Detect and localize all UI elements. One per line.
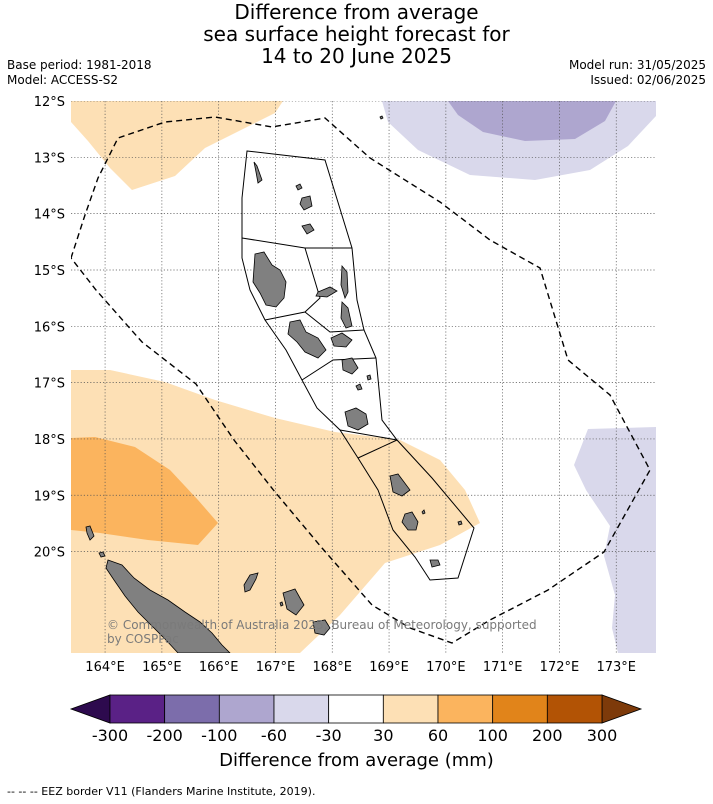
colorbar-label: Difference from average (mm) [219,750,494,771]
eez-border-line [71,116,651,644]
futuna-island [457,520,463,526]
ambae-island [315,286,338,298]
lon-label: 166°E [199,660,239,675]
colorbar-tick-label: -60 [261,726,287,745]
aneityum-island [429,559,441,568]
colorbar-tick-label: 60 [428,726,448,745]
anomaly-strong-positive-southwest-region [71,437,218,545]
longitude-labels: 164°E 165°E 166°E 167°E 168°E 169°E 170°E 171°E… [85,660,636,675]
lat-label: 12°S [34,95,65,110]
colorbar-tick-label: -30 [316,726,342,745]
anomaly-strong-negative-northeast-region [448,101,616,141]
lon-label: 169°E [369,660,409,675]
eez-border-footnote: -- -- -- EEZ border V11 (Flanders Marine… [7,785,316,798]
lat-label: 20°S [34,546,65,561]
ouvea-island [243,572,259,593]
lifou-island [282,588,305,616]
mare-island [312,619,331,636]
lat-label: 16°S [34,320,65,335]
latitude-labels: 12°S 13°S 14°S 15°S 16°S 17°S 18°S 19°S 20°S [34,95,65,561]
anomaly-positive-north-region [71,101,283,190]
graticule [71,101,656,653]
meta-right: Model run: 31/05/2025 Issued: 02/06/2025 [569,58,706,88]
colorbar-tick-label: -200 [147,726,183,745]
lat-label: 19°S [34,489,65,504]
colorbar-swatch [437,694,494,724]
model-run-text: Model run: 31/05/2025 [568,58,706,72]
espiritu-santo-island [252,251,287,308]
torres-islands [253,161,263,184]
banks-island-vanua-lava [299,195,313,211]
issued-text: Issued: 02/06/2025 [590,73,706,87]
colorbar-tick-label: -300 [92,726,128,745]
province-boundaries [241,150,475,581]
tanna-island [401,511,419,531]
new-caledonia-grande-terre [105,559,231,653]
colorbar-under-arrow [69,694,111,724]
colorbar-swatch [546,694,603,724]
base-period-text: Base period: 1981-2018 [7,58,152,72]
colorbar-over-arrow [601,694,643,724]
new-caledonia-northwest-islet [98,551,106,558]
colorbar-swatch [328,694,384,724]
lon-label: 168°E [312,660,352,675]
pentecost-island [340,301,353,329]
tiga-island [279,601,284,607]
lat-label: 14°S [34,208,65,223]
banks-island-gaua [301,223,315,235]
emae-island [366,374,372,381]
colorbar: -300 -200 -100 -60 -30 30 60 100 200 300 [69,694,643,745]
model-text: Model: ACCESS-S2 [7,73,119,87]
epi-island [341,357,359,375]
anomaly-negative-east-region [574,427,656,653]
lon-label: 171°E [483,660,523,675]
lon-label: 173°E [596,660,636,675]
lat-label: 13°S [34,151,65,166]
small-islet-north [379,115,384,120]
lat-label: 18°S [34,433,65,448]
maewo-island [340,264,349,300]
efate-island [344,407,369,431]
lon-label: 165°E [142,660,182,675]
lon-label: 164°E [85,660,125,675]
aniwa-island [421,509,426,515]
colorbar-swatch [109,694,166,724]
malekula-island [287,319,327,359]
shepherd-islands [355,383,363,391]
colorbar-swatch [273,694,330,724]
colorbar-tick-label: -100 [201,726,237,745]
colorbar-swatch [492,694,548,724]
lon-label: 167°E [256,660,296,675]
colorbar-tick-label: 200 [532,726,563,745]
colorbar-swatch [164,694,220,724]
map-plot-area: © Commonwealth of Australia 2025, Bureau… [71,101,656,653]
map-title-line-2: sea surface height forecast for [203,22,510,46]
ambrym-island [330,332,353,348]
lon-label: 170°E [426,660,466,675]
map-title-line-3: 14 to 20 June 2025 [261,44,452,68]
colorbar-swatch [218,694,275,724]
land-masses [85,115,463,653]
colorbar-tick-label: 100 [477,726,508,745]
lat-label: 17°S [34,377,65,392]
lon-label: 172°E [540,660,580,675]
colorbar-swatch [382,694,439,724]
colorbar-tick-label: 300 [587,726,618,745]
copyright-notice-line-2: by COSPPac [107,632,179,646]
colorbar-tick-label: 30 [373,726,393,745]
banks-island-small [295,183,303,191]
lat-label: 15°S [34,264,65,279]
copyright-notice-line-1: © Commonwealth of Australia 2025, Bureau… [107,618,537,632]
meta-left: Base period: 1981-2018 Model: ACCESS-S2 [7,58,152,88]
belep-islands [85,525,95,541]
erromango-island [389,473,411,497]
map-title-line-1: Difference from average [234,0,479,24]
